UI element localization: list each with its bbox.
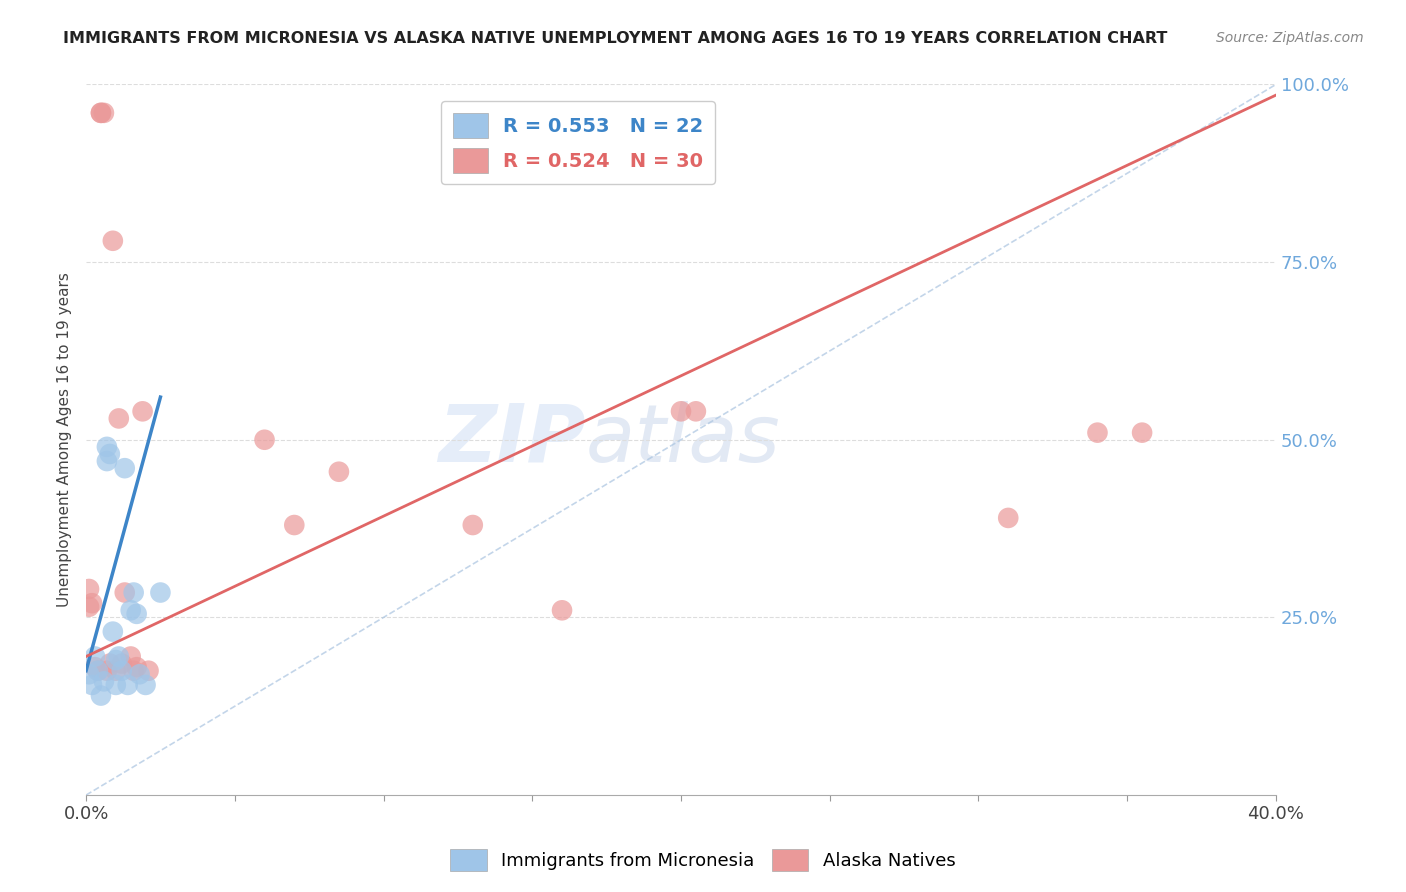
Point (93, 106, 115, 120)
Point (87, 664, 110, 678)
Point (122, 664, 145, 678)
Point (101, 234, 124, 248)
Point (104, 678, 127, 692)
Point (84, 660, 107, 674)
Point (1087, 425, 1109, 440)
Point (111, 657, 134, 671)
Point (685, 404, 707, 418)
Legend: Immigrants from Micronesia, Alaska Natives: Immigrants from Micronesia, Alaska Nativ… (443, 842, 963, 879)
Point (84, 649, 107, 664)
Legend: R = 0.553   N = 22, R = 0.524   N = 30: R = 0.553 N = 22, R = 0.524 N = 30 (441, 102, 716, 185)
Point (125, 660, 148, 674)
Point (90, 689, 112, 703)
Point (997, 511, 1019, 525)
Text: ZIP: ZIP (439, 401, 586, 479)
Point (149, 585, 172, 599)
Text: IMMIGRANTS FROM MICRONESIA VS ALASKA NATIVE UNEMPLOYMENT AMONG AGES 16 TO 19 YEA: IMMIGRANTS FROM MICRONESIA VS ALASKA NAT… (63, 31, 1167, 46)
Point (111, 664, 134, 678)
Point (551, 603, 574, 617)
Point (253, 433, 276, 447)
Point (96, 664, 118, 678)
Point (90, 106, 112, 120)
Point (101, 624, 124, 639)
Point (461, 518, 484, 533)
Text: atlas: atlas (586, 401, 780, 479)
Point (120, 603, 142, 617)
Point (93, 674, 115, 689)
Point (1130, 425, 1153, 440)
Point (328, 465, 350, 479)
Point (104, 664, 127, 678)
Point (120, 649, 142, 664)
Point (107, 649, 129, 664)
Point (138, 664, 160, 678)
Point (98, 657, 121, 671)
Point (90, 106, 112, 120)
Point (77, 582, 100, 596)
Point (98, 447, 121, 461)
Point (80, 678, 103, 692)
Point (77, 667, 100, 681)
Point (96, 440, 118, 454)
Text: Source: ZipAtlas.com: Source: ZipAtlas.com (1216, 31, 1364, 45)
Point (104, 653, 127, 667)
Y-axis label: Unemployment Among Ages 16 to 19 years: Unemployment Among Ages 16 to 19 years (58, 272, 72, 607)
Point (77, 599, 100, 614)
Point (128, 667, 150, 681)
Point (135, 678, 157, 692)
Point (96, 454, 118, 468)
Point (669, 404, 692, 418)
Point (114, 461, 136, 475)
Point (107, 411, 129, 425)
Point (131, 404, 153, 418)
Point (125, 607, 148, 621)
Point (283, 518, 305, 533)
Point (87, 664, 110, 678)
Point (114, 585, 136, 599)
Point (117, 678, 139, 692)
Point (122, 585, 145, 599)
Point (80, 596, 103, 610)
